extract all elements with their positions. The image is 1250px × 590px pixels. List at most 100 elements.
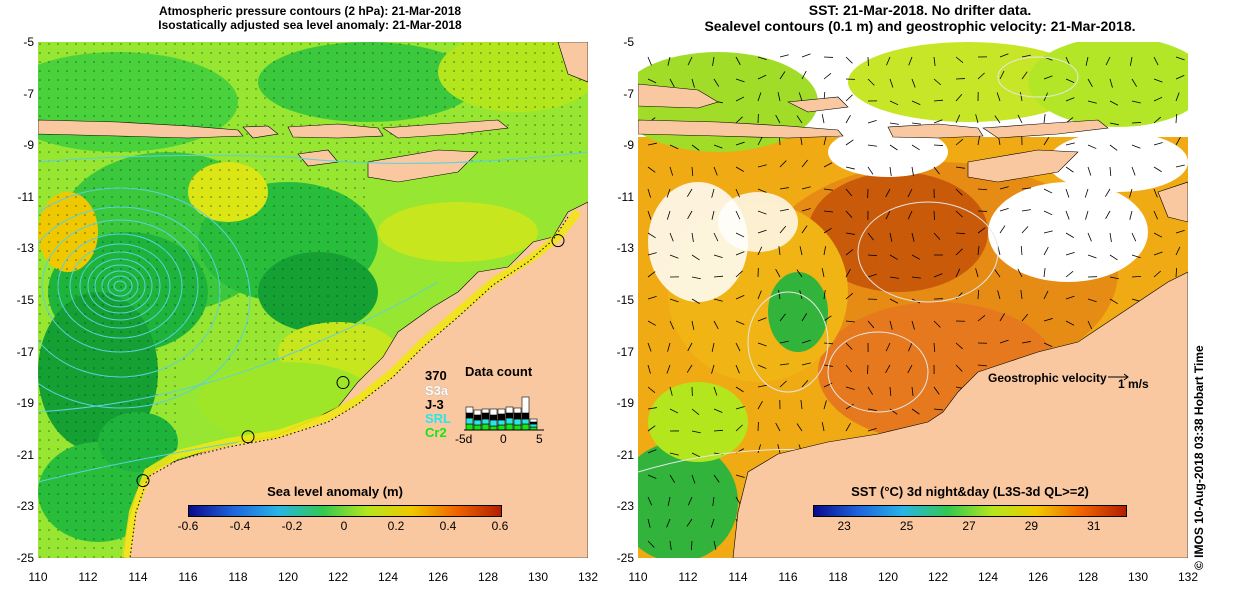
velocity-arrow [1109, 254, 1118, 261]
velocity-arrow [889, 78, 894, 88]
velocity-arrow [1021, 187, 1031, 190]
velocity-arrow [845, 210, 853, 218]
velocity-arrow [889, 166, 892, 176]
velocity-arrow [1153, 232, 1163, 238]
velocity-arrow [955, 268, 961, 278]
velocity-arrow [757, 136, 763, 146]
velocity-arrow [867, 364, 869, 375]
data-count-bar [481, 418, 490, 425]
velocity-arrow [1087, 320, 1093, 330]
velocity-arrow [779, 160, 787, 168]
velocity-arrow [999, 53, 1009, 58]
velocity-arrow [713, 275, 723, 278]
velocity-arrow [798, 92, 803, 102]
velocity-arrow [886, 56, 891, 66]
data-count-bars [464, 396, 544, 431]
velocity-arrow [933, 99, 944, 102]
data-count-tick-5: 5 [536, 432, 543, 446]
right-y-tick: -21 [616, 447, 634, 462]
velocity-arrow [885, 188, 891, 198]
velocity-arrow [800, 400, 803, 410]
data-count-bar [473, 424, 482, 431]
data-count-bar [465, 412, 474, 419]
velocity-arrow [691, 408, 700, 415]
velocity-arrow [977, 289, 980, 300]
right-x-tick: 110 [628, 570, 648, 584]
velocity-arrow [735, 386, 744, 393]
right-x-tick: 112 [678, 570, 698, 584]
velocity-arrow [823, 210, 833, 213]
velocity-arrow [691, 452, 701, 458]
sla-colorbar-tick: 0 [340, 519, 348, 533]
velocity-arrow [1153, 78, 1163, 83]
sla-map-svg [38, 42, 588, 558]
velocity-arrow [1129, 210, 1133, 220]
right-y-tick: -13 [616, 241, 634, 256]
velocity-arrow [1175, 56, 1185, 61]
velocity-arrow [647, 474, 657, 479]
left-x-tick: 122 [327, 570, 349, 584]
velocity-arrow [647, 142, 657, 146]
velocity-arrow [669, 144, 679, 150]
velocity-arrow [691, 430, 701, 434]
velocity-arrow [777, 444, 781, 454]
velocity-arrow [1021, 226, 1029, 234]
velocity-arrow [712, 496, 715, 506]
velocity-arrow [647, 342, 652, 352]
left-panel-title: Atmospheric pressure contours (2 hPa): 2… [90, 4, 530, 32]
velocity-arrow [1065, 166, 1074, 173]
sla-stipple [38, 42, 588, 558]
velocity-arrow [757, 164, 767, 168]
velocity-arrow [845, 232, 855, 235]
data-count-bar [521, 396, 530, 414]
velocity-arrow [713, 298, 723, 302]
velocity-arrow [691, 276, 701, 280]
velocity-arrow [1043, 210, 1053, 216]
velocity-arrow [669, 78, 675, 88]
velocity-arrow [823, 400, 827, 410]
velocity-arrow [1153, 270, 1161, 278]
velocity-arrow [1020, 245, 1023, 256]
left-x-tick: 118 [228, 570, 248, 584]
velocity-arrow [735, 210, 741, 220]
velocity-arrow [777, 92, 781, 102]
velocity-arrow [955, 364, 963, 372]
sea-level-anomaly-map[interactable] [38, 42, 588, 558]
velocity-arrow [1175, 75, 1185, 80]
data-count-max: 370 [425, 368, 447, 383]
sla-colorbar-tick: -0.6 [177, 519, 199, 533]
velocity-arrow [1153, 166, 1162, 173]
velocity-arrow [996, 92, 1001, 102]
data-count-bar [505, 412, 514, 419]
velocity-arrow [821, 114, 825, 124]
left-x-tick: 126 [427, 570, 449, 584]
velocity-arrow [713, 540, 717, 550]
tide-gauge-marker [336, 376, 350, 390]
right-x-tick: 118 [828, 570, 848, 584]
sst-map[interactable] [638, 42, 1188, 558]
velocity-arrow [867, 408, 877, 411]
tide-gauge-marker [241, 430, 255, 444]
data-count-bar [521, 423, 530, 431]
velocity-arrow [735, 251, 745, 256]
data-count-bar [497, 413, 506, 421]
velocity-arrow [647, 364, 651, 374]
sla-colorbar-tick: -0.4 [229, 519, 251, 533]
velocity-arrow [669, 408, 679, 414]
velocity-arrow [669, 298, 679, 303]
velocity-arrow [1087, 78, 1093, 88]
data-count-bar [497, 424, 506, 431]
velocity-arrow [710, 518, 715, 528]
velocity-arrow [775, 422, 781, 432]
velocity-arrow [669, 320, 675, 330]
right-y-tick: -11 [617, 189, 634, 204]
velocity-arrow [933, 119, 943, 124]
velocity-arrow [647, 56, 652, 66]
data-count-bar [505, 406, 514, 414]
data-count-bar [465, 423, 474, 431]
data-count-bar [529, 418, 538, 423]
right-x-tick: 124 [977, 570, 999, 584]
velocity-arrow [686, 364, 693, 373]
sla-colorbar-title: Sea level anomaly (m) [267, 484, 403, 499]
velocity-arrow [845, 188, 853, 197]
